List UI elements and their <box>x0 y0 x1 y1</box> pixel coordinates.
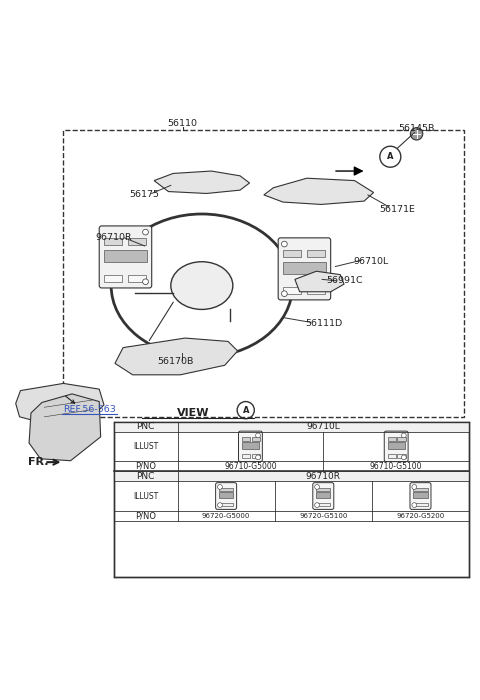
Text: 96710-G5100: 96710-G5100 <box>370 462 422 470</box>
FancyBboxPatch shape <box>384 431 408 462</box>
FancyBboxPatch shape <box>397 454 406 458</box>
FancyBboxPatch shape <box>114 421 469 577</box>
FancyBboxPatch shape <box>283 286 301 294</box>
FancyBboxPatch shape <box>413 492 428 498</box>
FancyBboxPatch shape <box>307 286 325 294</box>
Text: 56111D: 56111D <box>305 319 342 328</box>
Text: P/NO: P/NO <box>135 462 156 470</box>
FancyBboxPatch shape <box>219 492 233 498</box>
Text: PNC: PNC <box>136 422 155 431</box>
Text: 56110: 56110 <box>168 119 198 128</box>
FancyBboxPatch shape <box>242 437 250 440</box>
Polygon shape <box>295 272 344 292</box>
FancyBboxPatch shape <box>387 454 396 458</box>
FancyBboxPatch shape <box>219 488 233 491</box>
Text: ILLUST: ILLUST <box>133 491 158 500</box>
Text: PNC: PNC <box>136 472 155 481</box>
FancyBboxPatch shape <box>128 274 146 282</box>
FancyBboxPatch shape <box>239 431 263 462</box>
FancyBboxPatch shape <box>128 238 146 245</box>
Circle shape <box>315 484 320 489</box>
FancyBboxPatch shape <box>283 262 326 274</box>
Circle shape <box>410 127 423 140</box>
Polygon shape <box>154 171 250 193</box>
FancyBboxPatch shape <box>410 483 431 510</box>
Circle shape <box>281 241 287 247</box>
FancyBboxPatch shape <box>316 488 330 491</box>
FancyBboxPatch shape <box>283 250 301 257</box>
Polygon shape <box>264 178 373 204</box>
Circle shape <box>281 290 287 297</box>
FancyBboxPatch shape <box>387 442 405 449</box>
Circle shape <box>256 455 261 460</box>
FancyBboxPatch shape <box>216 483 237 510</box>
FancyBboxPatch shape <box>313 483 334 510</box>
FancyBboxPatch shape <box>316 492 330 498</box>
FancyBboxPatch shape <box>104 274 122 282</box>
FancyBboxPatch shape <box>316 503 330 506</box>
FancyBboxPatch shape <box>278 238 331 300</box>
Text: P/NO: P/NO <box>135 511 156 520</box>
Text: 96710R: 96710R <box>306 472 341 481</box>
Circle shape <box>217 484 222 489</box>
Text: 96710-G5000: 96710-G5000 <box>224 462 277 470</box>
FancyBboxPatch shape <box>252 454 260 458</box>
Text: 96720-G5000: 96720-G5000 <box>202 513 250 519</box>
Text: 56171E: 56171E <box>380 204 415 214</box>
Text: REF.56-563: REF.56-563 <box>63 405 116 414</box>
Text: VIEW: VIEW <box>177 408 209 418</box>
FancyBboxPatch shape <box>242 454 250 458</box>
Text: 96710L: 96710L <box>354 257 389 266</box>
Circle shape <box>315 503 320 507</box>
FancyBboxPatch shape <box>252 437 260 440</box>
FancyBboxPatch shape <box>307 250 325 257</box>
FancyBboxPatch shape <box>219 503 233 506</box>
Circle shape <box>256 433 261 438</box>
Text: 56170B: 56170B <box>157 358 194 366</box>
FancyBboxPatch shape <box>114 421 469 432</box>
Circle shape <box>143 279 148 285</box>
Polygon shape <box>16 384 104 424</box>
Circle shape <box>217 503 222 507</box>
Text: 56991C: 56991C <box>327 276 363 286</box>
FancyBboxPatch shape <box>99 226 152 288</box>
FancyBboxPatch shape <box>114 471 469 482</box>
FancyBboxPatch shape <box>413 488 428 491</box>
Circle shape <box>412 503 417 507</box>
Ellipse shape <box>171 262 233 309</box>
FancyBboxPatch shape <box>397 437 406 440</box>
FancyBboxPatch shape <box>104 238 122 245</box>
Circle shape <box>412 484 417 489</box>
Text: A: A <box>242 405 249 414</box>
FancyBboxPatch shape <box>104 250 147 262</box>
Text: A: A <box>387 152 394 161</box>
Text: 96720-G5200: 96720-G5200 <box>396 513 444 519</box>
Circle shape <box>143 230 148 235</box>
Polygon shape <box>115 338 238 374</box>
Circle shape <box>401 433 406 438</box>
Text: ILLUST: ILLUST <box>133 442 158 451</box>
FancyBboxPatch shape <box>387 437 396 440</box>
Text: 96720-G5100: 96720-G5100 <box>299 513 348 519</box>
Text: 96710L: 96710L <box>306 422 340 431</box>
FancyBboxPatch shape <box>242 442 259 449</box>
Polygon shape <box>29 394 101 461</box>
Text: FR.: FR. <box>28 457 48 467</box>
FancyBboxPatch shape <box>413 503 428 506</box>
Text: 56175: 56175 <box>130 190 159 199</box>
Text: 56145B: 56145B <box>398 124 435 132</box>
Text: 96710R: 96710R <box>95 233 132 242</box>
Circle shape <box>401 455 406 460</box>
